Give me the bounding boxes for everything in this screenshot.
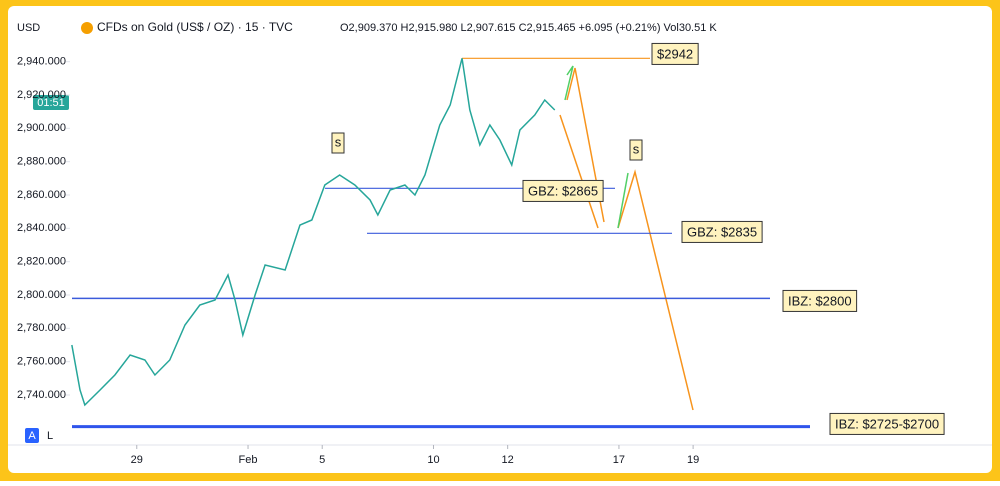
x-tick-label: 12: [502, 454, 514, 466]
level-label-box: [651, 42, 699, 65]
log-label[interactable]: L: [47, 430, 53, 442]
level-label: GBZ: $2865: [528, 183, 598, 198]
x-tick-label: 17: [613, 454, 625, 466]
countdown: 01:51: [37, 97, 65, 109]
y-tick-label: 2,840.000: [17, 222, 66, 234]
marker: s: [335, 134, 342, 149]
level-label: IBZ: $2800: [788, 293, 852, 308]
marker: s: [633, 141, 640, 156]
y-tick-label: 2,880.000: [17, 156, 66, 168]
marker-box: [629, 139, 643, 161]
x-tick-label: 19: [687, 454, 699, 466]
y-tick-label: 2,820.000: [17, 256, 66, 268]
auto-button[interactable]: [25, 428, 39, 443]
level-label-box: [522, 179, 604, 202]
y-tick-label: 2,900.000: [17, 122, 66, 134]
x-tick-label: 10: [427, 454, 439, 466]
y-tick-label: 2,760.000: [17, 356, 66, 368]
y-tick-label: 2,920.000: [17, 89, 66, 101]
level-label: $2942: [657, 46, 693, 61]
y-tick-label: 2,780.000: [17, 322, 66, 334]
x-tick-label: 5: [319, 454, 325, 466]
x-tick-label: 29: [131, 454, 143, 466]
marker-box: [331, 132, 345, 154]
x-tick-label: Feb: [239, 454, 258, 466]
level-label-box: [681, 220, 763, 243]
countdown-badge: [33, 95, 69, 110]
ohlc: O2,909.370 H2,915.980 L2,907.615 C2,915.…: [340, 22, 717, 34]
level-label: IBZ: $2725-$2700: [835, 416, 939, 431]
projections: [559, 65, 694, 411]
y-tick-label: 2,860.000: [17, 189, 66, 201]
panel: [8, 6, 992, 473]
y-tick-label: 2,740.000: [17, 389, 66, 401]
y-tick-label: 2,800.000: [17, 289, 66, 301]
chart-title: CFDs on Gold (US$ / OZ) · 15 · TVC: [97, 20, 293, 34]
level-label: GBZ: $2835: [687, 224, 757, 239]
price-line: [71, 58, 556, 407]
symbol-icon: [81, 22, 93, 34]
currency: USD: [17, 22, 40, 34]
auto-label[interactable]: A: [28, 430, 36, 442]
level-label-box: [782, 289, 858, 312]
y-tick-label: 2,940.000: [17, 56, 66, 68]
level-label-box: [829, 412, 945, 435]
